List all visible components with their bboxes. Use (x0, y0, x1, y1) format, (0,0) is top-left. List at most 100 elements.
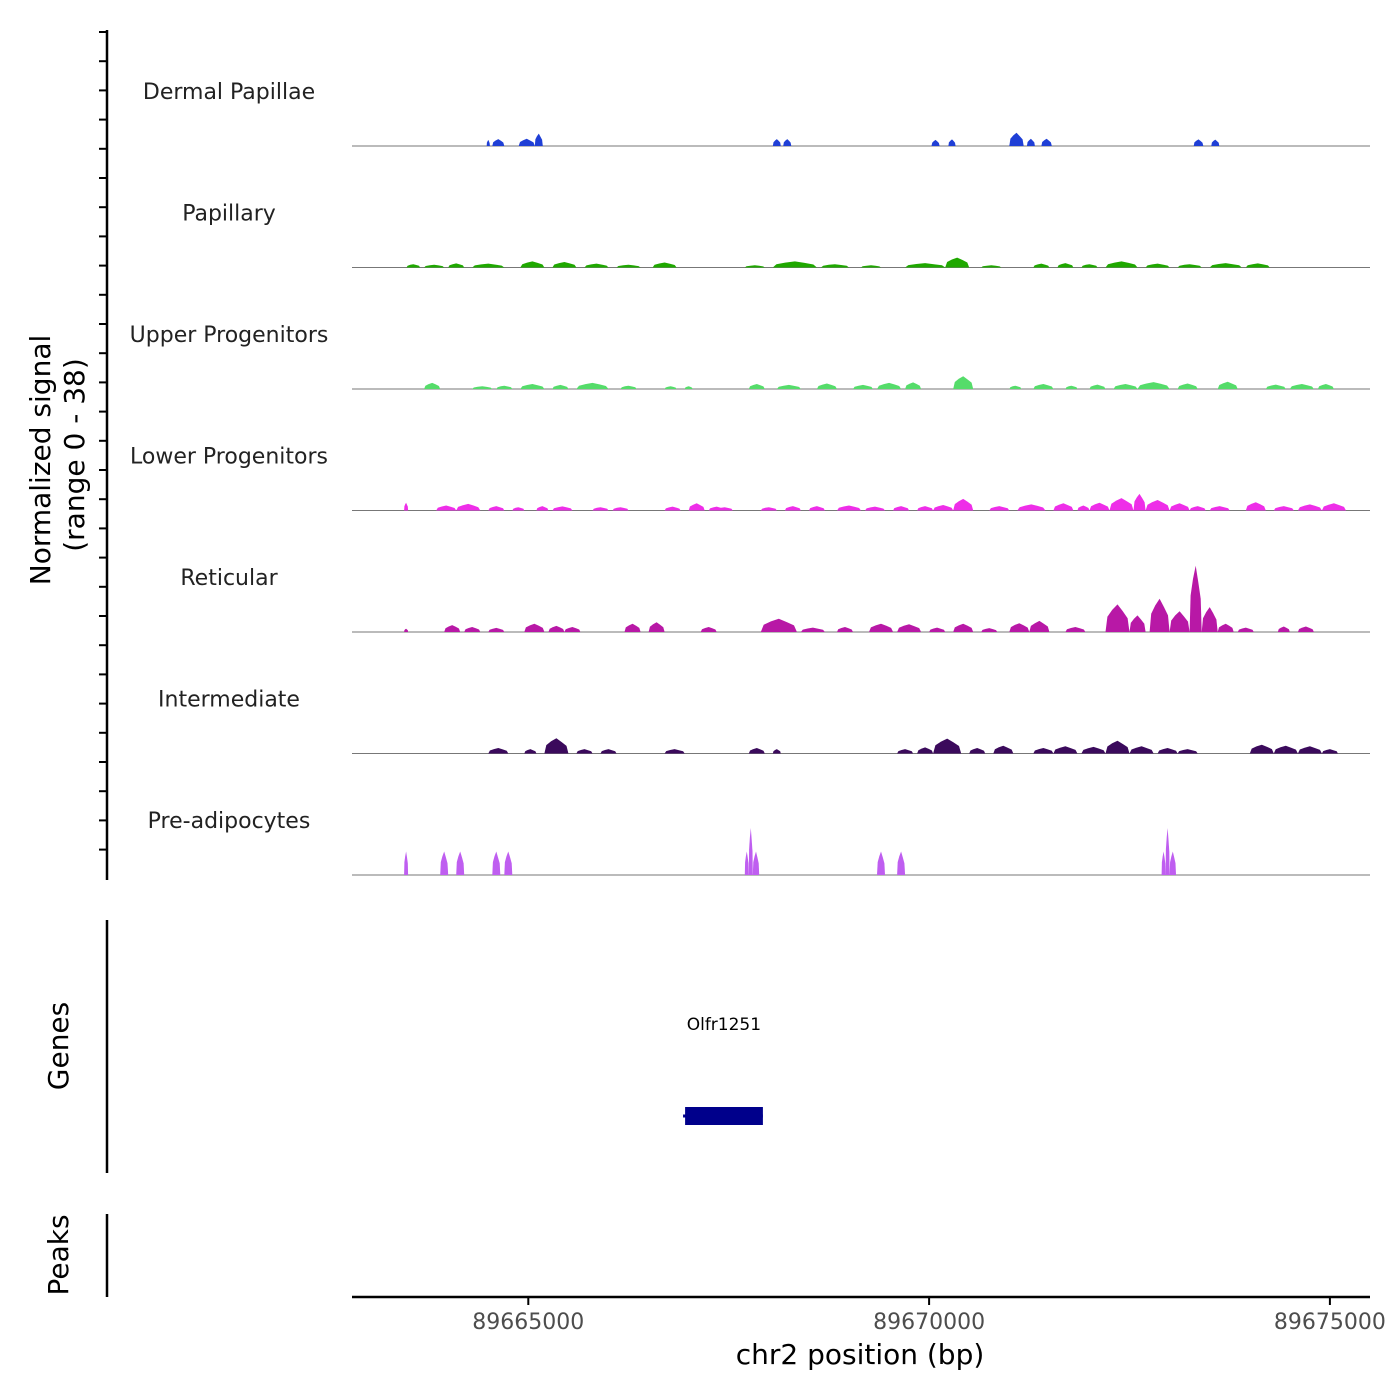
coverage-peak (1297, 746, 1322, 754)
coverage-peak (464, 627, 481, 632)
coverage-peak (820, 264, 849, 268)
coverage-peak (512, 507, 525, 511)
track-label: Pre-adipocytes (148, 809, 311, 834)
coverage-peak (456, 851, 465, 875)
coverage-peak (612, 507, 629, 511)
coverage-peak (1161, 851, 1166, 875)
coverage-peak (1065, 385, 1078, 389)
track-label: Papillary (182, 202, 276, 227)
track-dermal-papillae: Dermal Papillae (143, 80, 1370, 147)
coverage-peak (1041, 138, 1052, 146)
coverage-peak (486, 139, 490, 146)
coverage-peak (1209, 506, 1230, 511)
track-pre-adipocytes: Pre-adipocytes (148, 809, 1370, 876)
coverage-peak (1129, 615, 1146, 632)
track-label: Reticular (180, 566, 278, 591)
coverage-peak (744, 265, 765, 268)
coverage-peak (748, 828, 753, 875)
coverage-peak (905, 382, 922, 389)
coverage-peak (933, 505, 954, 511)
coverage-peak (544, 738, 569, 754)
coverage-peak (1105, 604, 1130, 632)
coverage-peak (1317, 384, 1334, 389)
coverage-peak (688, 503, 705, 511)
coverage-peak (1009, 385, 1022, 389)
coverage-peak (853, 384, 873, 389)
coverage-peak (1089, 502, 1110, 511)
coverage-peak (981, 628, 998, 632)
coverage-peak (953, 623, 974, 632)
coverage-peak (748, 748, 765, 754)
coverage-peak (1077, 505, 1090, 511)
coverage-peak (861, 265, 881, 268)
signal-y-axis-title: Normalized signal (24, 335, 57, 586)
x-axis-title: chr2 position (bp) (736, 1338, 985, 1371)
coverage-peak (933, 738, 962, 754)
coverage-peak (716, 507, 733, 511)
coverage-peak (624, 623, 641, 632)
gene-annotations: Olfr1251 (683, 1015, 763, 1125)
coverage-peak (472, 386, 493, 389)
track-papillary: Papillary (182, 202, 1370, 268)
coverage-peak (917, 747, 934, 754)
coverage-peak (620, 385, 637, 389)
coverage-peak (1009, 623, 1030, 632)
coverage-peak (520, 261, 545, 268)
gene-name-label: Olfr1251 (687, 1015, 761, 1035)
track-reticular: Reticular (180, 565, 1370, 633)
coverage-peak (436, 505, 457, 511)
x-tick-label: 89675000 (1274, 1310, 1386, 1335)
coverage-peak (652, 262, 677, 268)
track-upper-progenitors: Upper Progenitors (130, 323, 1370, 390)
coverage-peak (1113, 384, 1138, 389)
coverage-peak (1165, 828, 1170, 875)
coverage-peak (488, 627, 505, 632)
coverage-peak (1265, 384, 1286, 389)
coverage-peak (748, 384, 765, 389)
coverage-peak (456, 503, 481, 511)
coverage-peak (1297, 504, 1322, 511)
coverage-peak (504, 851, 513, 875)
coverage-peak (520, 384, 545, 389)
track-lower-progenitors: Lower Progenitors (130, 445, 1370, 511)
coverage-peak (492, 851, 501, 875)
coverage-peak (1217, 381, 1238, 389)
coverage-peak (1033, 384, 1054, 389)
coverage-peak (1177, 383, 1198, 389)
coverage-peak (1033, 748, 1054, 754)
coverage-peak (1149, 598, 1170, 632)
coverage-peak (1145, 500, 1170, 511)
coverage-peak (1157, 748, 1178, 754)
coverage-peak (760, 507, 777, 511)
coverage-peak (1109, 498, 1134, 511)
coverage-peak (1053, 746, 1078, 754)
coverage-peak (1057, 263, 1074, 268)
coverage-peak (552, 262, 577, 268)
coverage-peak (953, 498, 974, 511)
coverage-peak (1053, 503, 1074, 511)
coverage-peak (752, 851, 760, 875)
coverage-peak (424, 382, 441, 389)
coverage-peak (1321, 749, 1338, 754)
coverage-peak (534, 133, 543, 146)
coverage-peak (1009, 132, 1024, 146)
coverage-peak (897, 749, 914, 754)
coverage-peak (772, 749, 781, 754)
coverage-peak (1201, 607, 1218, 632)
coverage-peak (969, 748, 986, 754)
coverage-peak (869, 623, 894, 632)
coverage-peak (684, 386, 693, 389)
coverage-peak (1289, 384, 1314, 389)
coverage-peak (1081, 264, 1098, 268)
coverage-peak (1237, 627, 1254, 632)
coverage-peak (1017, 504, 1046, 511)
coverage-peak (1129, 746, 1154, 754)
coverage-peak (1273, 745, 1298, 754)
coverage-peak (1089, 384, 1106, 389)
coverage-peak (448, 263, 465, 268)
peaks-panel: Peaks (42, 1214, 109, 1297)
coverage-peak (592, 507, 609, 511)
coverage-peak (1026, 138, 1035, 146)
coverage-peak (1217, 623, 1234, 632)
